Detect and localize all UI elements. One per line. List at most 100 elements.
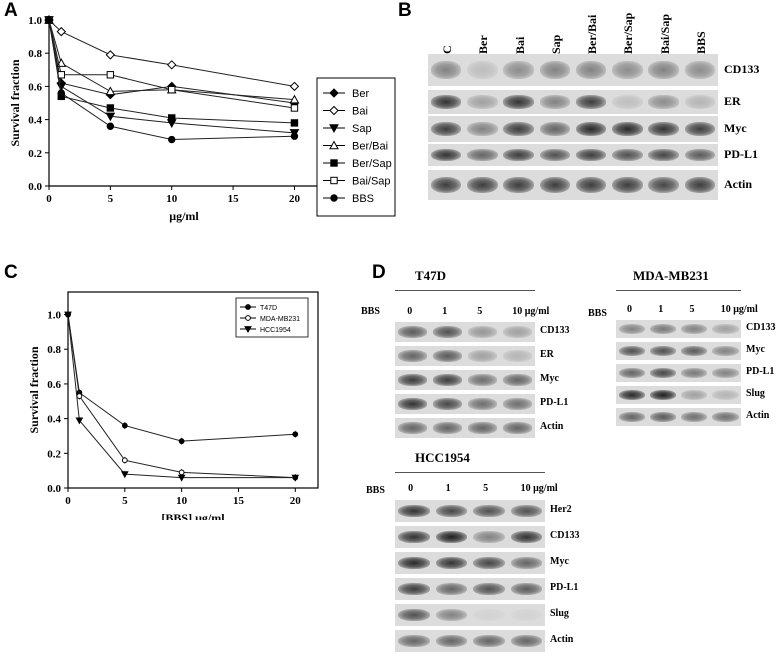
band-label: PD-L1 xyxy=(540,397,569,408)
protein-band xyxy=(467,95,498,109)
protein-band xyxy=(435,608,467,622)
legend-marker xyxy=(245,304,251,310)
band-label: Slug xyxy=(746,388,765,399)
blot-strip xyxy=(395,578,545,600)
data-point xyxy=(290,119,299,127)
protein-band xyxy=(502,398,533,410)
protein-band xyxy=(712,411,739,423)
y-tick-label: 0.8 xyxy=(47,344,61,356)
protein-band xyxy=(510,634,542,648)
protein-band xyxy=(648,61,679,79)
blot-strip xyxy=(616,408,741,426)
blot-strip xyxy=(395,322,535,342)
data-point xyxy=(289,94,300,104)
protein-band xyxy=(502,350,533,362)
x-tick-label: 5 xyxy=(108,193,114,205)
data-point xyxy=(291,474,300,482)
protein-band xyxy=(467,350,498,362)
protein-band xyxy=(681,411,708,423)
y-tick-label: 0.6 xyxy=(28,81,42,93)
blot-strip xyxy=(395,552,545,574)
protein-band xyxy=(503,61,534,79)
plot-frame xyxy=(67,291,319,489)
protein-band xyxy=(612,95,643,109)
protein-band xyxy=(435,634,467,648)
blot-title: MDA-MB231 xyxy=(633,268,709,283)
legend-marker xyxy=(245,315,251,321)
data-point xyxy=(292,431,299,438)
protein-band xyxy=(684,61,716,79)
data-point xyxy=(106,104,115,112)
protein-band xyxy=(712,345,739,357)
protein-band xyxy=(502,422,533,434)
protein-band xyxy=(712,389,739,401)
protein-band xyxy=(473,608,505,622)
lane-label: Ber/Bai xyxy=(585,14,600,54)
x-axis-label: μg/ml xyxy=(169,209,199,223)
legend-label: Bai xyxy=(352,106,368,118)
data-point xyxy=(121,457,128,464)
protein-band xyxy=(618,389,645,401)
protein-band xyxy=(681,323,708,335)
data-point xyxy=(177,474,186,482)
blot-strip xyxy=(395,346,535,366)
western-blot-t47d: T47D BBS 0 1 5 10 μg/ml CD133 ER Myc PD-L1 Actin xyxy=(355,268,580,438)
protein-band xyxy=(612,148,643,162)
legend-marker xyxy=(329,140,339,150)
band-label: Actin xyxy=(724,177,752,191)
protein-band xyxy=(684,95,716,109)
x-tick-label: 5 xyxy=(122,495,128,507)
legend-label: Ber xyxy=(352,88,369,100)
band-label: Myc xyxy=(540,373,559,384)
panel-letter-b: B xyxy=(398,0,412,21)
protein-band xyxy=(712,323,739,335)
legend-label: Ber/Sap xyxy=(352,158,392,170)
western-blot-b: C Ber Bai Sap Ber/Bai Ber/Sap Bai/Sap BBS CD133 E… xyxy=(428,10,778,210)
x-tick-label: 20 xyxy=(289,193,301,205)
data-point xyxy=(105,112,116,122)
protein-band xyxy=(430,176,462,194)
x-tick-label: 10 xyxy=(166,193,178,205)
dose-label: 5 xyxy=(483,483,489,494)
band-label: Actin xyxy=(540,421,564,432)
legend-marker xyxy=(330,176,338,185)
x-tick-label: 0 xyxy=(46,193,52,205)
protein-band xyxy=(612,176,643,194)
legend-marker xyxy=(330,194,338,202)
panel-letter-d: D xyxy=(372,262,386,283)
treatment-label: BBS xyxy=(366,485,385,496)
lane-label: Ber/Sap xyxy=(621,12,636,54)
protein-band xyxy=(539,95,571,109)
y-tick-label: 0.0 xyxy=(28,181,42,193)
protein-band xyxy=(575,148,607,162)
data-point xyxy=(290,132,299,140)
lane-label: Ber xyxy=(476,35,491,54)
protein-band xyxy=(397,374,428,386)
protein-band xyxy=(473,504,505,518)
protein-band xyxy=(681,345,708,357)
protein-band xyxy=(539,148,571,162)
blot-strip xyxy=(428,144,718,166)
dose-label: 1 xyxy=(442,306,448,317)
band-label: ER xyxy=(724,94,741,108)
protein-band xyxy=(467,326,498,338)
blot-strip xyxy=(428,54,718,86)
data-point xyxy=(290,104,299,112)
x-tick-label: 0 xyxy=(65,495,71,507)
dose-label: 10 μg/ml xyxy=(520,483,558,494)
dose-label: 0 xyxy=(626,304,632,315)
band-label: Myc xyxy=(724,121,747,135)
dose-label: 10 μg/ml xyxy=(512,306,550,317)
band-label: Myc xyxy=(746,344,765,355)
series-line xyxy=(67,314,296,479)
data-point xyxy=(121,422,128,429)
protein-band xyxy=(398,608,430,622)
y-tick-label: 0.2 xyxy=(28,148,42,160)
blot-strip xyxy=(428,116,718,142)
x-tick-label: 15 xyxy=(228,193,240,205)
lane-label: Bai xyxy=(512,36,527,54)
protein-band xyxy=(432,326,463,338)
x-tick-label: 15 xyxy=(233,495,245,507)
protein-band xyxy=(397,326,428,338)
protein-band xyxy=(503,95,534,109)
